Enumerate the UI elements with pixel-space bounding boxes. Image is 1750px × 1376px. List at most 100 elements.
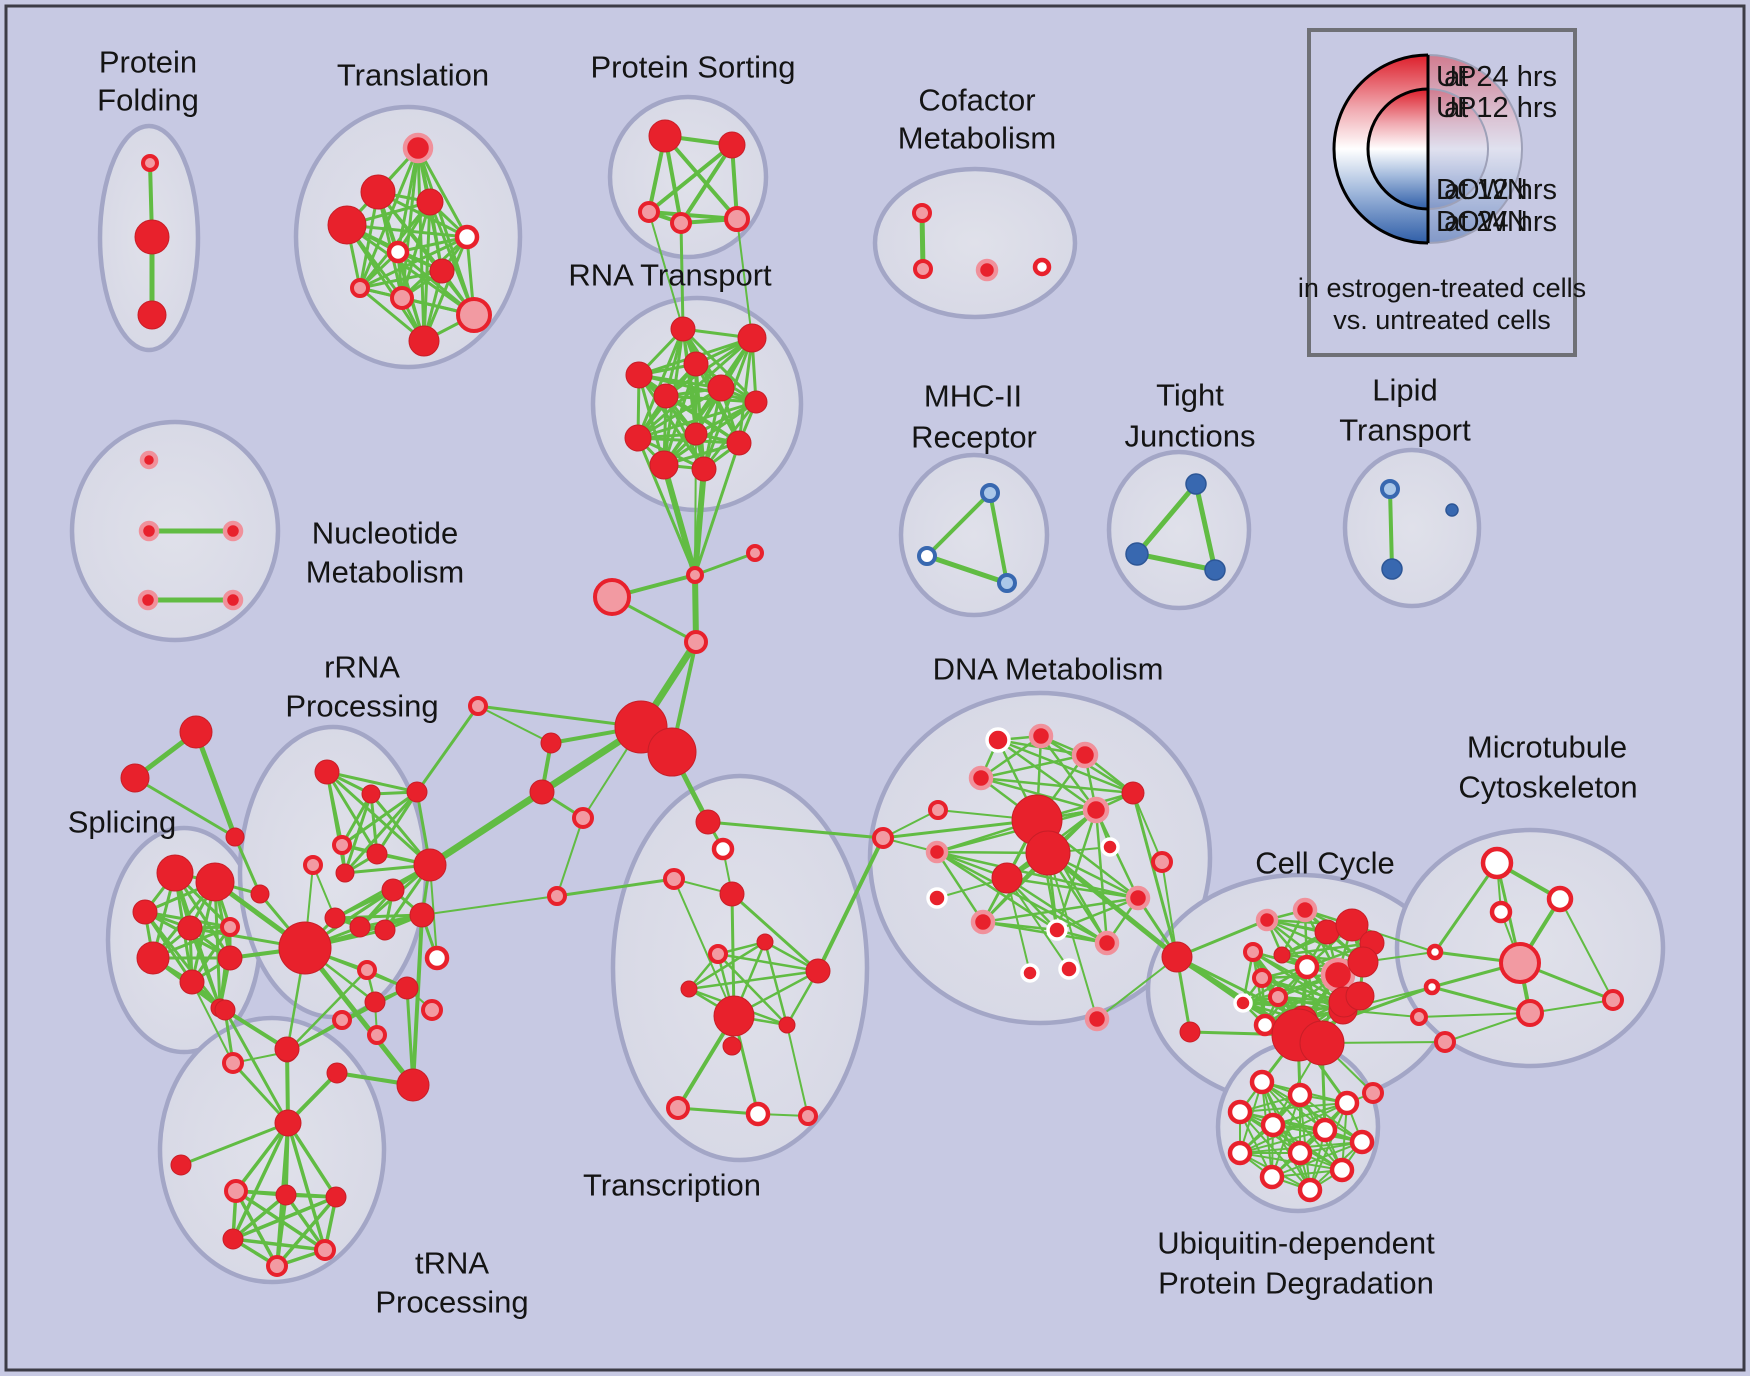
- network-node-wh: [1100, 837, 1120, 857]
- cluster-label: RNA Transport: [568, 258, 772, 293]
- network-node-p: [724, 206, 750, 232]
- cluster-label: Microtubule: [1467, 730, 1627, 765]
- network-edge: [1161, 861, 1178, 958]
- network-node-r: [1294, 954, 1320, 980]
- network-node-s: [324, 907, 346, 929]
- network-node-h: [1125, 885, 1151, 911]
- network-node-r: [1546, 885, 1574, 913]
- network-edge: [285, 968, 369, 1054]
- network-node-s: [381, 878, 405, 902]
- network-node-r: [1032, 257, 1052, 277]
- network-node-h: [1292, 897, 1318, 923]
- network-edge: [1131, 791, 1179, 959]
- network-node-s: [726, 430, 752, 456]
- network-edge: [636, 400, 758, 440]
- cluster-label: Protein Degradation: [1158, 1266, 1434, 1301]
- network-node-s: [179, 715, 213, 749]
- network-node-p: [872, 827, 894, 849]
- network-node-p: [1243, 942, 1263, 962]
- cluster-label: Receptor: [911, 420, 1037, 455]
- network-node-p: [1151, 851, 1173, 873]
- network-node-h: [137, 589, 159, 611]
- network-node-p: [456, 297, 492, 333]
- legend-time-label: at 24 hrs: [1444, 61, 1557, 93]
- network-node-r: [1480, 846, 1514, 880]
- network-node-b: [1204, 559, 1226, 581]
- network-edge: [1239, 1111, 1311, 1191]
- network-node-p: [928, 800, 948, 820]
- network-node-p: [303, 855, 323, 875]
- network-edge: [477, 705, 552, 744]
- network-node-r: [454, 224, 480, 250]
- network-edge: [1055, 896, 1140, 932]
- network-node-s: [1347, 946, 1379, 978]
- network-edge: [231, 1195, 338, 1241]
- network-edge: [231, 1193, 288, 1241]
- network-edge: [286, 1121, 327, 1252]
- network-node-s: [756, 933, 774, 951]
- network-node-s: [722, 1036, 742, 1056]
- network-edge: [1239, 1102, 1348, 1113]
- network-edge: [1433, 861, 1499, 954]
- network-edge: [687, 940, 767, 991]
- network-edge: [996, 738, 1098, 812]
- network-node-s: [120, 763, 150, 793]
- network-node-s: [653, 383, 679, 409]
- network-node-r: [745, 1101, 771, 1127]
- network-edge: [284, 1193, 327, 1252]
- network-edge: [1134, 481, 1199, 557]
- network-edge: [935, 850, 1059, 932]
- cluster-label: rRNA: [324, 650, 400, 685]
- network-node-h: [970, 909, 996, 935]
- network-edge: [716, 952, 789, 1027]
- cluster-label: Transcription: [583, 1168, 761, 1203]
- network-edge: [736, 218, 753, 339]
- legend-direction-label: DOWN: [1436, 206, 1528, 238]
- network-node-r: [1334, 1090, 1360, 1116]
- network-edge: [1005, 876, 1140, 900]
- network-edge: [1047, 852, 1098, 1020]
- network-node-h: [222, 520, 244, 542]
- network-node-p: [913, 259, 933, 279]
- network-node-p: [912, 203, 932, 223]
- network-node-p: [1602, 989, 1624, 1011]
- network-edge: [1529, 999, 1614, 1014]
- network-node-s: [680, 980, 698, 998]
- network-node-s: [691, 456, 717, 482]
- network-node-s: [1025, 830, 1071, 876]
- network-node-s: [1273, 946, 1291, 964]
- network-node-r: [424, 945, 450, 971]
- legend-time-label: at 12 hrs: [1444, 174, 1557, 206]
- network-edge: [1175, 955, 1305, 1022]
- network-node-p: [220, 917, 240, 937]
- network-edge: [647, 143, 734, 214]
- network-node-r: [1329, 1157, 1355, 1183]
- network-edge: [737, 336, 754, 445]
- network-node-r: [711, 837, 735, 861]
- network-node-br: [980, 483, 1000, 503]
- network-node-s: [991, 862, 1023, 894]
- network-edge: [692, 466, 707, 578]
- cluster-label: Folding: [97, 83, 199, 118]
- network-node-bw: [917, 546, 937, 566]
- network-node-p: [350, 278, 370, 298]
- network-edge: [662, 400, 758, 467]
- network-node-s: [1299, 1020, 1345, 1066]
- network-edge: [1055, 808, 1098, 932]
- network-edge: [1094, 808, 1140, 900]
- network-node-p: [670, 212, 692, 234]
- network-node-s: [649, 450, 679, 480]
- network-edge: [556, 817, 584, 897]
- network-node-s: [274, 1109, 302, 1137]
- network-edge: [411, 913, 424, 1087]
- network-node-p: [224, 1179, 248, 1203]
- network-node-p: [222, 1052, 244, 1074]
- network-node-s: [250, 884, 270, 904]
- network-node-p: [1499, 942, 1541, 984]
- network-node-s: [805, 958, 831, 984]
- network-edge: [422, 235, 469, 343]
- cluster-label: Translation: [337, 58, 489, 93]
- cluster-label: Nucleotide: [312, 516, 458, 551]
